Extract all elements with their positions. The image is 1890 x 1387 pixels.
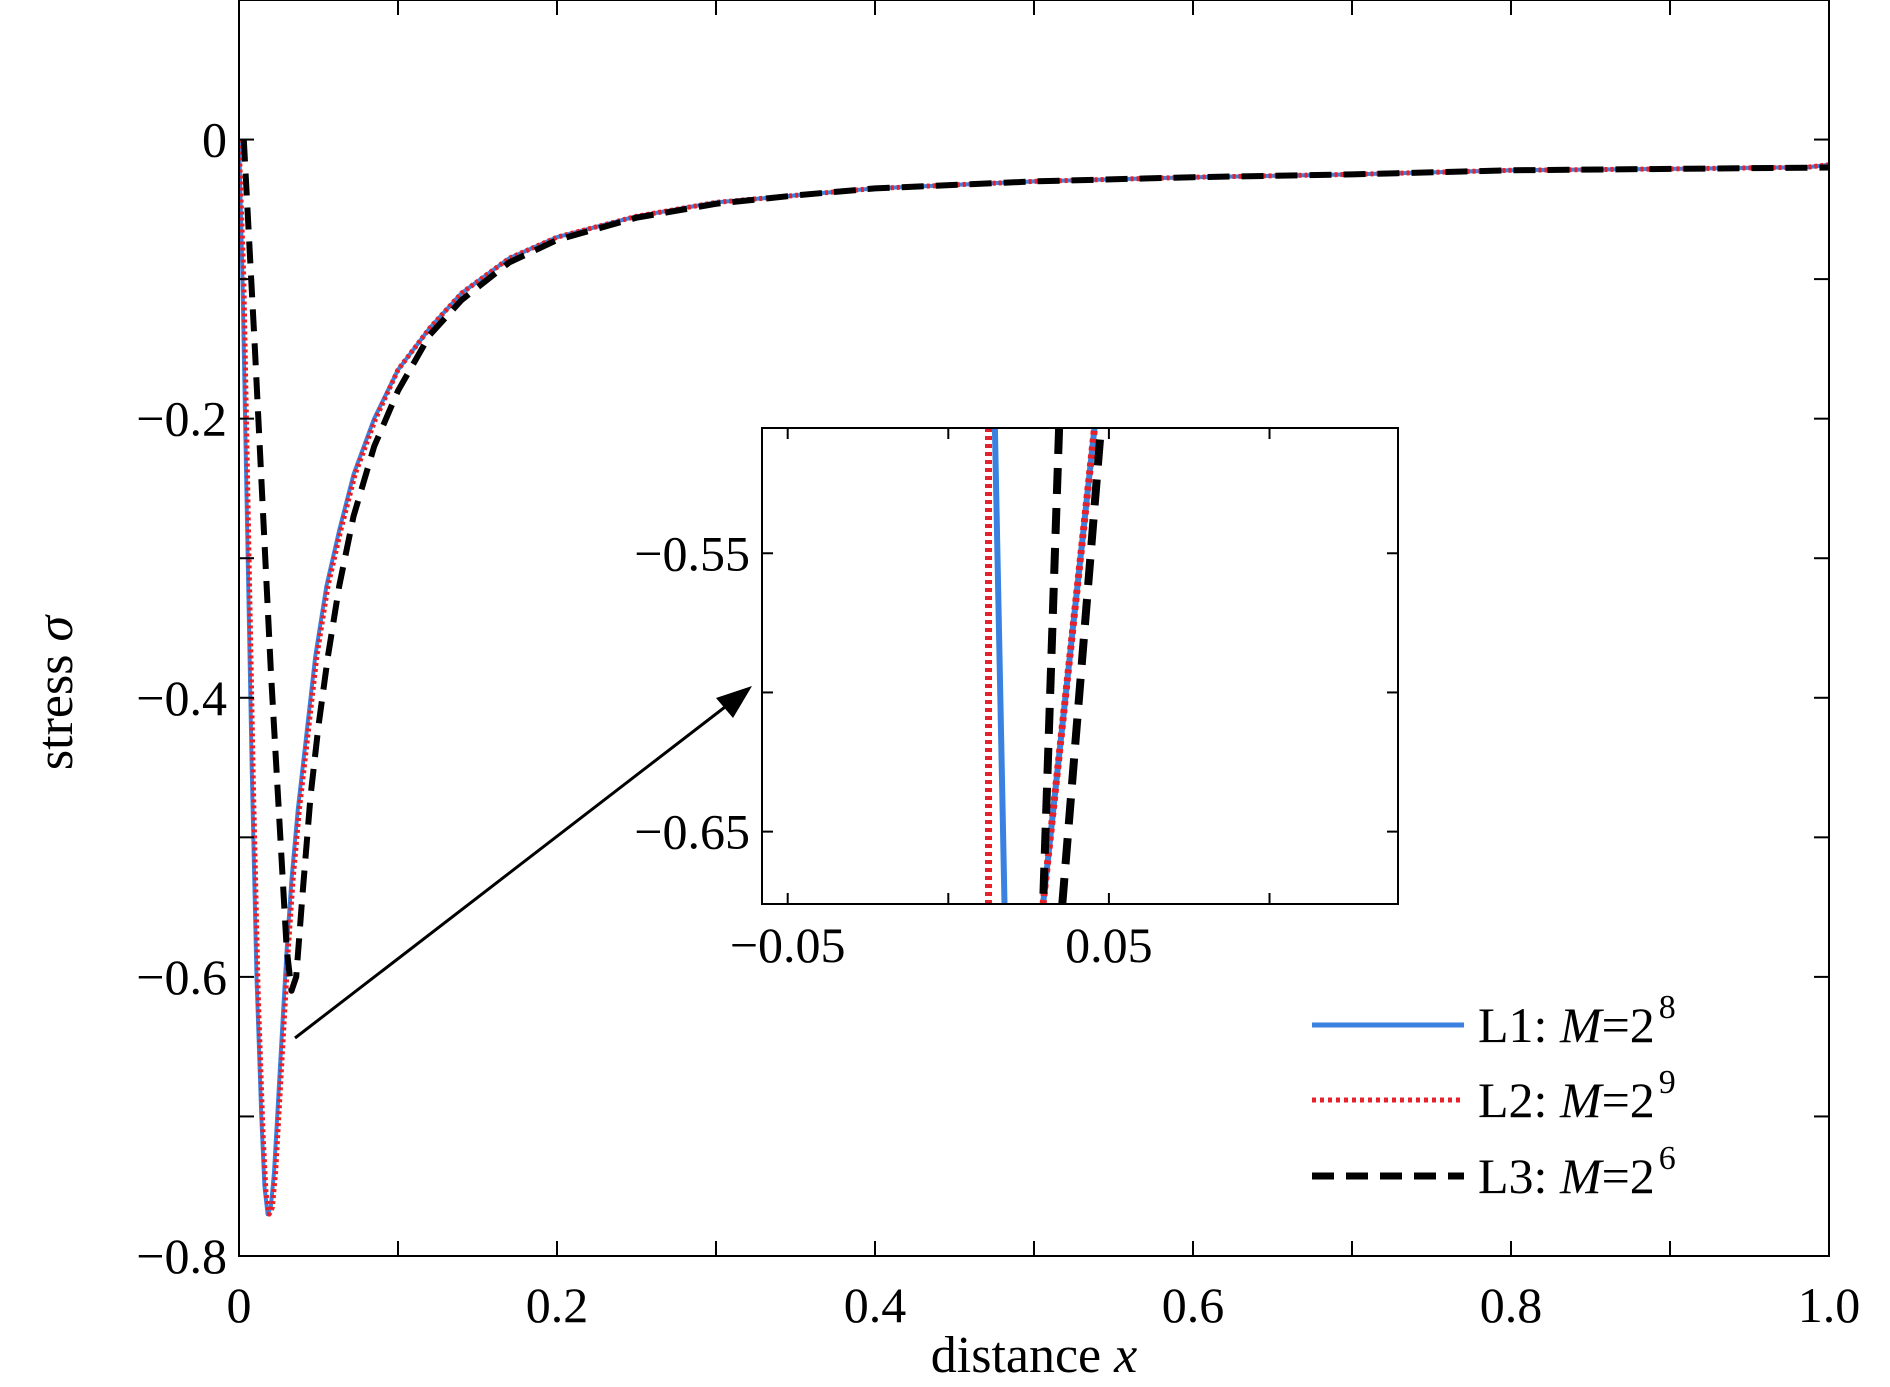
inset-axes: −0.05 0.05 −0.55 −0.65: [634, 427, 1399, 973]
y-tick-label: −0.8: [136, 1228, 227, 1284]
x-axis-label-text: distance: [931, 1327, 1101, 1384]
x-tick-label: 1.0: [1798, 1277, 1861, 1333]
y-axis-label: stress σ: [27, 614, 84, 771]
inset-axes-frame: [761, 427, 1399, 905]
inset-series-l1-left-line: [991, 428, 1008, 904]
inset-y-tick-label: −0.65: [634, 804, 750, 860]
series-l3-line: [240, 139, 1829, 994]
inset-tick-labels: −0.05 0.05 −0.55 −0.65: [634, 525, 1152, 973]
x-tick-label: 0.8: [1480, 1277, 1543, 1333]
y-tick-label: −0.6: [136, 949, 227, 1005]
inset-plot-lines: [985, 428, 1105, 904]
legend-entry-l3: L3: M=2 6: [1312, 1140, 1676, 1204]
legend-entry-l2: L2: M=2 9: [1312, 1064, 1676, 1128]
x-tick-label: 0: [227, 1277, 252, 1333]
x-axis-label: distance x: [931, 1327, 1137, 1384]
inset-ticks: [762, 428, 1398, 904]
x-tick-label: 0.6: [1162, 1277, 1225, 1333]
legend: L1: M=2 8 L2: M=2 9 L3: M=2 6: [1312, 989, 1676, 1204]
inset-x-tick-label: 0.05: [1065, 917, 1153, 973]
zoom-arrow: [294, 695, 739, 1040]
main-ticks: [238, 0, 1830, 1257]
legend-entry-l1: L1: M=2 8: [1312, 989, 1676, 1053]
inset-x-tick-label: −0.05: [730, 917, 846, 973]
inset-y-tick-label: −0.55: [634, 525, 750, 581]
legend-label-l1: L1: M=2 8: [1478, 989, 1676, 1053]
x-tick-label: 0.4: [844, 1277, 907, 1333]
zoom-arrowhead: [716, 686, 752, 718]
y-tick-label: −0.4: [136, 670, 227, 726]
main-plot-lines: [239, 139, 1829, 1217]
legend-label-l3: L3: M=2 6: [1478, 1140, 1676, 1204]
inset-series-l1-right-line: [1040, 428, 1098, 904]
legend-label-l2: L2: M=2 9: [1478, 1064, 1676, 1128]
x-axis-label-var: x: [1113, 1327, 1137, 1384]
y-tick-label: 0: [202, 112, 227, 168]
y-tick-label: −0.2: [136, 391, 227, 447]
inset-background: [762, 428, 1398, 904]
y-axis-label-var: σ: [27, 614, 84, 642]
series-l2-line: [239, 139, 1829, 1217]
main-axes: 0 0.2 0.4 0.6 0.8 1.0 0 −0.2 −0.4 −0.6 −0.8: [136, 0, 1860, 1333]
main-tick-labels: 0 0.2 0.4 0.6 0.8 1.0 0 −0.2 −0.4 −0.6 −0.8: [136, 112, 1860, 1333]
x-tick-label: 0.2: [526, 1277, 589, 1333]
y-axis-label-text: stress: [27, 655, 84, 771]
